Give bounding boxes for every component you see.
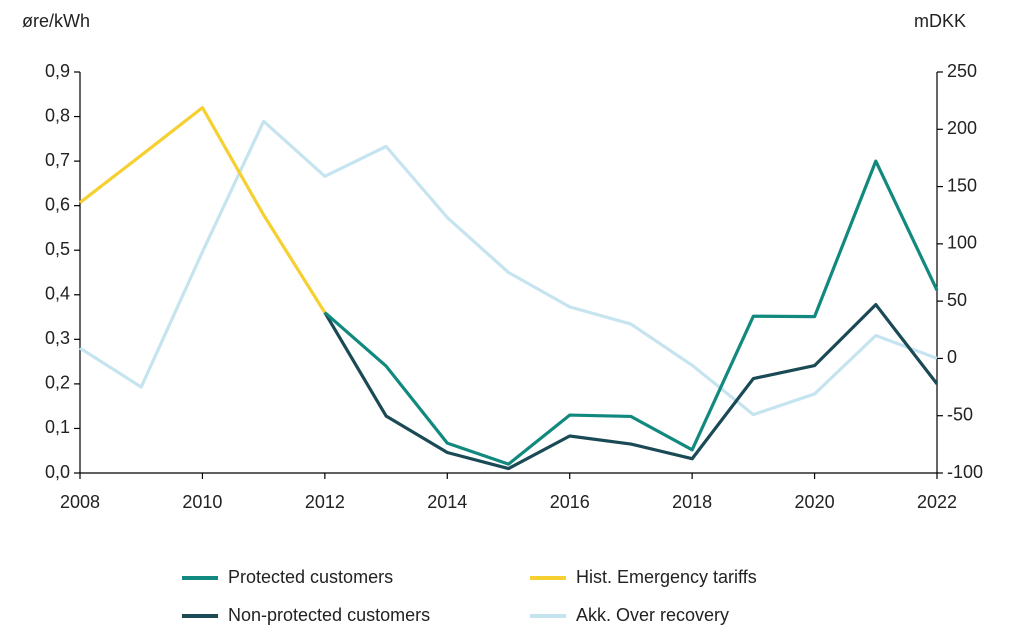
x-tick-label: 2018: [672, 492, 712, 512]
x-tick-label: 2020: [795, 492, 835, 512]
legend-label: Hist. Emergency tariffs: [576, 567, 757, 587]
y2-tick-label: 0: [947, 347, 957, 367]
y-tick-label: 0,2: [45, 373, 70, 393]
y-tick-label: 0,3: [45, 328, 70, 348]
y2-tick-label: 50: [947, 290, 967, 310]
y2-tick-label: 150: [947, 175, 977, 195]
x-tick-label: 2012: [305, 492, 345, 512]
y2-tick-label: 100: [947, 233, 977, 253]
legend-label: Protected customers: [228, 567, 393, 587]
y-tick-label: 0,5: [45, 239, 70, 259]
y2-tick-label: -100: [947, 462, 983, 482]
y2-tick-label: -50: [947, 404, 973, 424]
x-tick-label: 2010: [182, 492, 222, 512]
y-tick-label: 0,8: [45, 105, 70, 125]
x-tick-label: 2022: [917, 492, 957, 512]
x-tick-label: 2016: [550, 492, 590, 512]
series-line: [323, 159, 939, 466]
legend-label: Non-protected customers: [228, 605, 430, 625]
legend-label: Akk. Over recovery: [576, 605, 729, 625]
y-tick-label: 0,0: [45, 462, 70, 482]
y-tick-label: 0,6: [45, 194, 70, 214]
series-line: [79, 106, 327, 314]
y2-tick-label: 200: [947, 118, 977, 138]
y2-axis-label: mDKK: [914, 11, 966, 31]
series-line: [323, 302, 939, 471]
y-tick-label: 0,1: [45, 417, 70, 437]
y-tick-label: 0,4: [45, 284, 70, 304]
y-tick-label: 0,9: [45, 61, 70, 81]
y-tick-label: 0,7: [45, 150, 70, 170]
y-axis-label: øre/kWh: [22, 11, 90, 31]
x-tick-label: 2014: [427, 492, 467, 512]
x-tick-label: 2008: [60, 492, 100, 512]
y2-tick-label: 250: [947, 61, 977, 81]
series-line: [79, 119, 938, 417]
